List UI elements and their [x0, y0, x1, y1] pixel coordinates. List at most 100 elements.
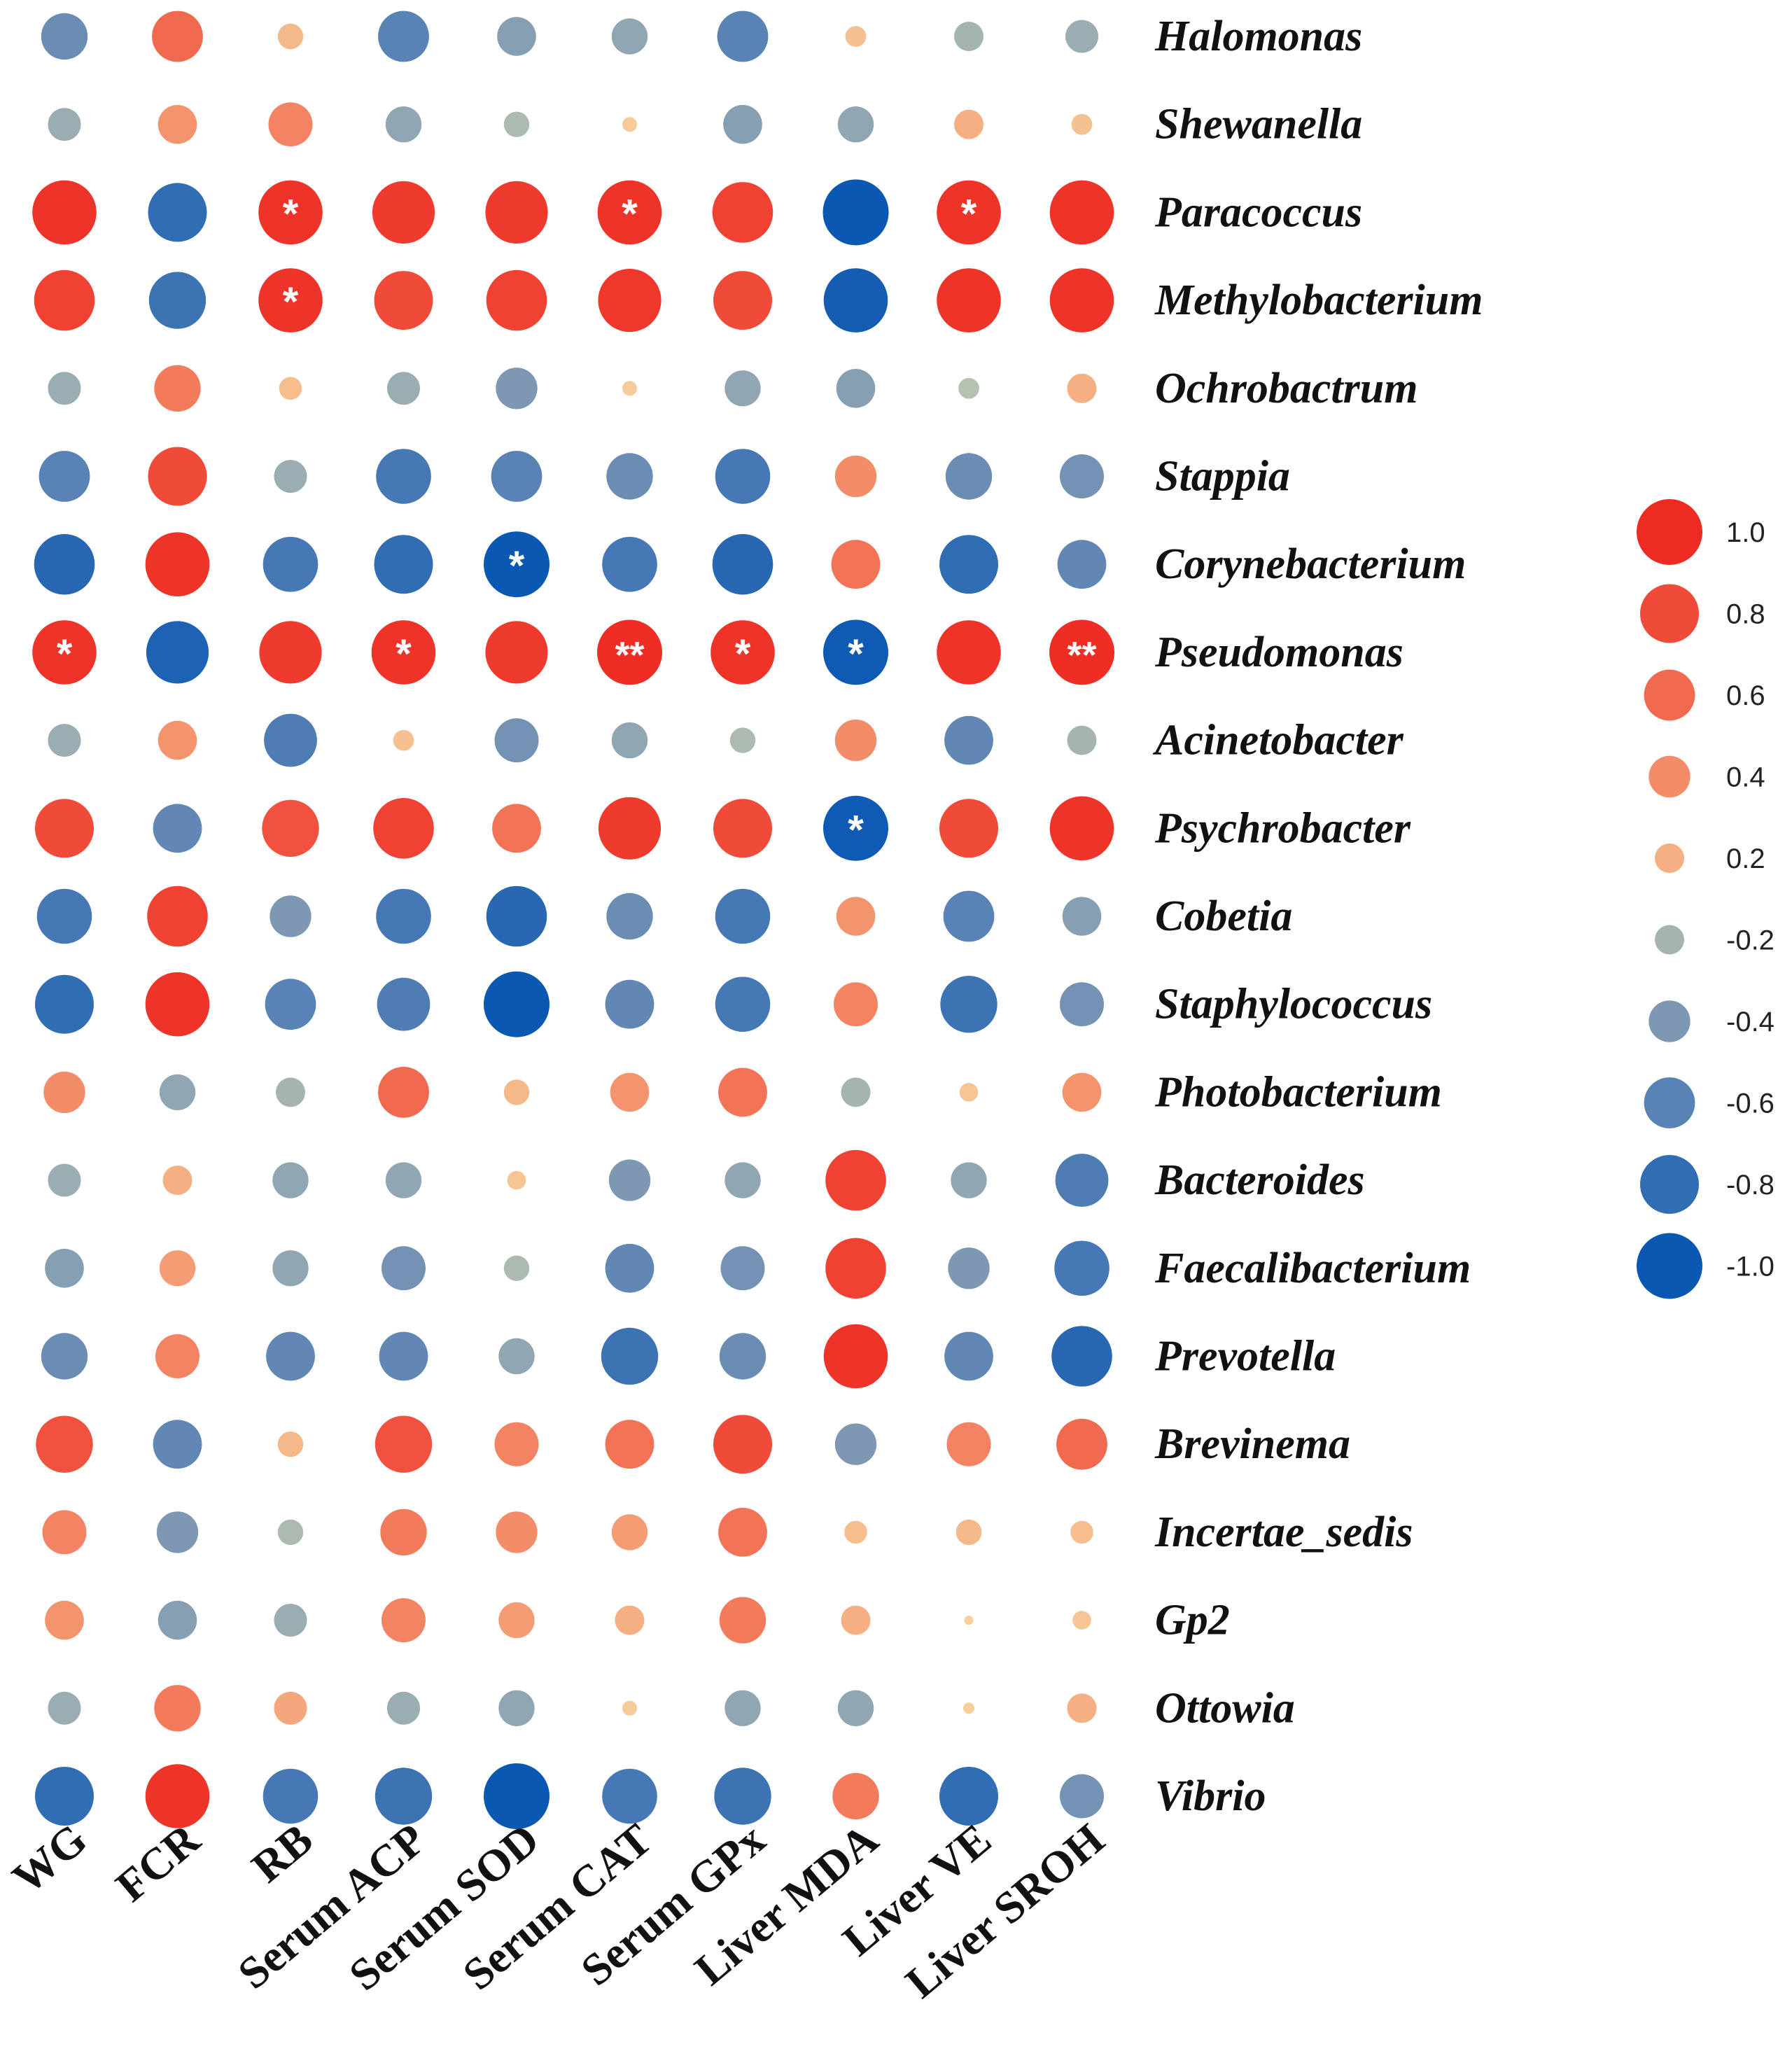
bubble-vibrio-liver-mda — [832, 1772, 879, 1820]
legend-label: 0.6 — [1726, 680, 1765, 711]
bubble-stappia-liver-mda — [834, 455, 877, 498]
bubble-ottowia-wg — [48, 1691, 81, 1725]
bubble-photobacterium-liver-ve — [959, 1083, 979, 1102]
bubble-pseudomonas-serum-gpx — [710, 620, 775, 685]
row-label: Pseudomonas — [1154, 629, 1404, 676]
bubble-vibrio-fcr — [145, 1764, 210, 1828]
legend-swatch — [1637, 1233, 1702, 1299]
row-label: Bacteroides — [1154, 1156, 1365, 1204]
bubble-prevotella-liver-sroh — [1051, 1326, 1112, 1387]
legend-swatch — [1648, 1000, 1690, 1042]
bubble-acinetobacter-rb — [264, 713, 317, 767]
bubble-halomonas-liver-sroh — [1065, 20, 1098, 53]
bubble-bacteroides-serum-cat — [608, 1159, 651, 1201]
bubble-incertae-sedis-serum-cat — [611, 1514, 648, 1550]
bubble-prevotella-liver-mda — [823, 1324, 888, 1389]
bubble-cobetia-fcr — [147, 886, 208, 947]
row-label: Corynebacterium — [1155, 540, 1466, 588]
bubble-methylobacterium-liver-ve — [937, 268, 1001, 332]
bubble-methylobacterium-liver-sroh — [1049, 268, 1114, 332]
bubble-shewanella-liver-sroh — [1071, 113, 1093, 135]
row-label: Vibrio — [1155, 1772, 1266, 1820]
bubble-staphylococcus-serum-sod — [484, 971, 550, 1037]
bubble-psychrobacter-fcr — [153, 804, 202, 853]
legend-label: -1.0 — [1726, 1252, 1774, 1282]
bubble-staphylococcus-serum-gpx — [715, 976, 771, 1032]
bubble-stappia-fcr — [148, 447, 207, 506]
bubble-staphylococcus-fcr — [145, 972, 210, 1037]
row-label: Faecalibacterium — [1154, 1245, 1471, 1292]
legend-swatch — [1640, 1155, 1699, 1214]
bubble-shewanella-liver-mda — [837, 106, 874, 143]
bubble-stappia-serum-gpx — [715, 449, 771, 504]
bubble-ochrobactrum-serum-gpx — [724, 370, 761, 407]
bubble-brevinema-wg — [36, 1415, 93, 1473]
column-label: WG — [3, 1814, 96, 1903]
bubble-staphylococcus-liver-mda — [834, 982, 878, 1027]
bubble-photobacterium-fcr — [159, 1074, 196, 1111]
bubble-methylobacterium-liver-mda — [823, 268, 888, 332]
bubble-cobetia-liver-ve — [943, 890, 995, 942]
bubble-bacteroides-liver-sroh — [1055, 1154, 1109, 1207]
bubble-brevinema-liver-mda — [834, 1423, 877, 1465]
bubble-corynebacterium-serum-acp — [374, 535, 433, 594]
bubble-brevinema-serum-gpx — [713, 1415, 772, 1474]
bubble-prevotella-liver-ve — [944, 1331, 993, 1381]
significance-mark: * — [57, 631, 73, 677]
bubble-photobacterium-serum-sod — [503, 1079, 530, 1105]
row-label: Psychrobacter — [1154, 804, 1411, 852]
bubble-psychrobacter-liver-mda — [823, 795, 888, 861]
bubble-methylobacterium-serum-cat — [598, 269, 662, 332]
legend-label: -0.8 — [1726, 1170, 1774, 1200]
bubble-methylobacterium-serum-acp — [374, 271, 433, 330]
row-label: Ochrobactrum — [1155, 365, 1418, 412]
bubble-incertae-sedis-fcr — [156, 1511, 199, 1553]
bubble-staphylococcus-rb — [265, 979, 316, 1030]
bubble-acinetobacter-liver-mda — [834, 719, 877, 762]
bubble-photobacterium-rb — [276, 1077, 305, 1107]
bubble-vibrio-rb — [262, 1768, 318, 1824]
bubble-halomonas-fcr — [152, 10, 203, 62]
significance-mark: * — [848, 807, 864, 853]
legend-swatch — [1640, 584, 1699, 643]
bubble-incertae-sedis-rb — [277, 1519, 304, 1546]
bubble-gp2-serum-acp — [382, 1598, 426, 1643]
bubble-prevotella-serum-sod — [498, 1338, 535, 1375]
significance-mark: * — [283, 279, 299, 325]
bubble-bacteroides-fcr — [162, 1166, 192, 1196]
legend-swatch — [1644, 669, 1695, 721]
bubble-gp2-wg — [45, 1600, 84, 1640]
bubble-vibrio-serum-sod — [484, 1763, 550, 1829]
bubble-gp2-serum-sod — [498, 1602, 535, 1639]
bubble-acinetobacter-liver-ve — [944, 715, 993, 765]
bubble-vibrio-wg — [35, 1767, 94, 1826]
bubble-cobetia-liver-sroh — [1062, 897, 1102, 936]
bubble-pseudomonas-serum-cat — [597, 620, 662, 685]
bubble-ottowia-liver-ve — [962, 1702, 975, 1714]
bubble-acinetobacter-wg — [48, 724, 81, 757]
bubble-pseudomonas-wg — [32, 620, 97, 685]
bubble-prevotella-rb — [266, 1331, 315, 1381]
row-label: Methylobacterium — [1154, 276, 1483, 324]
bubble-ochrobactrum-serum-sod — [496, 368, 538, 410]
bubble-halomonas-wg — [41, 13, 88, 60]
bubble-shewanella-serum-acp — [385, 106, 422, 143]
bubble-psychrobacter-serum-sod — [492, 804, 541, 853]
bubble-pseudomonas-liver-sroh — [1049, 620, 1114, 685]
bubble-psychrobacter-serum-acp — [373, 798, 434, 859]
bubble-ottowia-serum-acp — [387, 1691, 420, 1725]
bubble-halomonas-serum-acp — [378, 10, 429, 62]
bubble-brevinema-serum-sod — [494, 1422, 539, 1466]
bubble-bacteroides-liver-mda — [825, 1149, 886, 1211]
legend: 1.0 0.8 0.6 0.4 0.2 -0.2 -0.4 -0.6 -0.8 -1.0 — [1637, 499, 1774, 1299]
bubble-psychrobacter-rb — [262, 799, 319, 858]
bubble-stappia-liver-sroh — [1060, 454, 1104, 498]
row-label: Shewanella — [1155, 101, 1362, 148]
bubble-staphylococcus-serum-acp — [377, 977, 430, 1031]
bubble-methylobacterium-serum-sod — [486, 270, 547, 331]
bubble-methylobacterium-wg — [34, 270, 95, 331]
bubble-ottowia-serum-cat — [622, 1700, 637, 1716]
bubble-acinetobacter-serum-sod — [494, 718, 539, 763]
bubble-psychrobacter-serum-gpx — [713, 799, 772, 858]
bubble-grid: * * **** * ** * * *** — [32, 10, 1114, 1829]
